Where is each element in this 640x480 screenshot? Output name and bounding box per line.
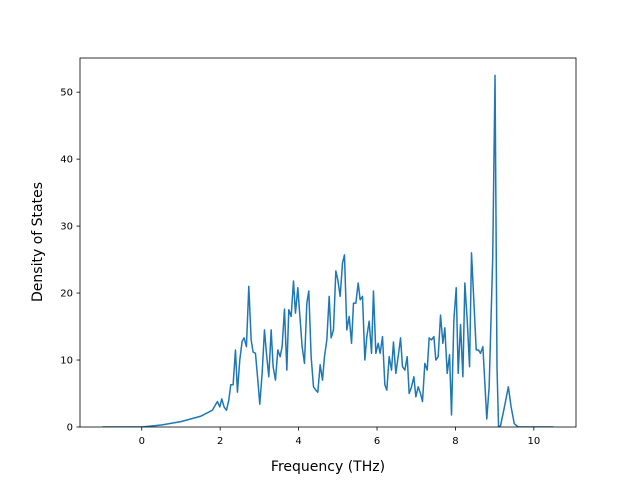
- x-tick-label: 0: [139, 436, 145, 447]
- y-axis-label: Density of States: [30, 182, 46, 302]
- x-tick-label: 8: [452, 436, 458, 447]
- y-tick-label: 30: [60, 222, 73, 233]
- x-tick-label: 4: [295, 436, 301, 447]
- y-tick-label: 0: [67, 423, 73, 434]
- y-tick-label: 40: [60, 155, 73, 166]
- y-tick-label: 50: [60, 88, 73, 99]
- x-tick-label: 6: [374, 436, 380, 447]
- x-tick-label: 10: [527, 436, 540, 447]
- y-tick-label: 10: [60, 356, 73, 367]
- x-tick-label: 2: [217, 436, 223, 447]
- plot-frame: [79, 57, 577, 428]
- y-tick-label: 20: [60, 289, 73, 300]
- x-axis-label: Frequency (THz): [271, 459, 385, 475]
- dos-line: [102, 74, 554, 427]
